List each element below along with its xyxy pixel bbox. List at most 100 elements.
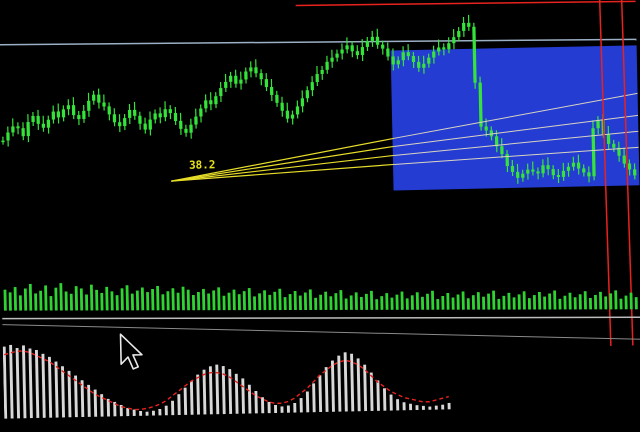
candle-body — [224, 82, 227, 88]
oscillator-bar — [428, 407, 431, 410]
volume-bar — [9, 292, 12, 310]
candle-body — [557, 175, 560, 177]
volume-bar — [396, 295, 399, 310]
volume-bar — [594, 295, 597, 309]
oscillator-bar — [133, 410, 136, 416]
candle-body — [87, 101, 90, 111]
candle-body — [219, 88, 222, 96]
volume-bar — [355, 292, 358, 310]
oscillator-bar — [48, 357, 52, 418]
candle-body — [128, 110, 131, 118]
oscillator-bar — [350, 354, 354, 412]
volume-bar — [385, 293, 388, 310]
volume-bar — [309, 289, 312, 310]
candle-body — [229, 76, 232, 82]
volume-bar — [497, 299, 500, 310]
candle-body — [47, 120, 50, 128]
oscillator-bar — [94, 390, 97, 417]
candle-body — [562, 171, 565, 177]
candle-body — [462, 23, 465, 31]
volume-bar — [543, 297, 546, 310]
volume-bar — [146, 292, 149, 310]
oscillator-bar — [337, 356, 341, 412]
candle-body — [194, 117, 197, 125]
candle-body — [330, 58, 333, 62]
volume-histogram — [3, 271, 637, 322]
volume-bar — [151, 289, 154, 310]
oscillator-bar — [3, 347, 7, 419]
volume-bar — [202, 289, 205, 310]
candle-body — [485, 126, 488, 130]
volume-bar — [121, 288, 124, 310]
volume-bar — [126, 285, 129, 310]
volume-bar — [518, 294, 521, 309]
oscillator-bar — [146, 412, 149, 416]
candle-body — [249, 67, 252, 71]
candle-body — [199, 108, 202, 116]
volume-bar — [171, 288, 174, 310]
oscillator-bar — [158, 409, 161, 415]
volume-bar — [29, 284, 32, 311]
volume-bar — [620, 299, 623, 310]
candle-body — [286, 111, 289, 119]
volume-bar — [436, 299, 439, 310]
volume-bar — [492, 291, 495, 310]
candle-body — [531, 169, 534, 171]
candle-body — [11, 126, 14, 132]
candle-body — [280, 103, 283, 111]
volume-bar — [197, 292, 200, 310]
oscillator-bar — [261, 397, 264, 413]
oscillator-bar — [171, 401, 174, 415]
candle-body — [587, 172, 590, 176]
oscillator-bar — [376, 380, 380, 410]
volume-bar — [95, 290, 98, 311]
candle-body — [209, 100, 212, 104]
volume-bar — [441, 296, 444, 310]
candle-body — [275, 95, 278, 103]
candle-body — [123, 118, 126, 126]
volume-bar — [314, 298, 317, 310]
volume-bar — [39, 291, 42, 311]
volume-bar — [523, 291, 526, 309]
volume-bar — [289, 294, 292, 310]
volume-bar — [507, 293, 510, 310]
volume-bar — [258, 293, 261, 310]
candle-body — [376, 37, 379, 45]
candle-body — [118, 122, 121, 126]
oscillator-bar — [152, 411, 155, 416]
volume-bar — [44, 285, 47, 310]
candle-body — [412, 56, 415, 62]
volume-bar — [345, 298, 348, 309]
volume-bar — [243, 291, 246, 310]
volume-bar — [467, 298, 470, 309]
candle-body — [623, 156, 626, 164]
candle-body — [102, 102, 105, 106]
candle-body — [189, 125, 192, 133]
volume-bar — [116, 295, 119, 310]
volume-bar — [569, 293, 572, 310]
candle-body — [301, 98, 304, 106]
volume-bar — [452, 297, 455, 309]
candle-body — [57, 111, 60, 117]
oscillator-bar — [325, 367, 329, 412]
oscillator-bar — [274, 405, 277, 413]
red-horizontal-line[interactable] — [296, 0, 636, 8]
oscillator-bar — [16, 348, 20, 418]
oscillator-bar — [318, 375, 322, 412]
volume-bar — [217, 287, 220, 310]
oscillator-bar — [222, 366, 226, 414]
volume-bar — [446, 293, 449, 310]
volume-bar — [90, 285, 93, 311]
oscillator-bar — [415, 405, 418, 410]
candle-body — [582, 168, 585, 172]
candle-body — [52, 112, 55, 120]
candle-body — [169, 109, 172, 113]
volume-bar — [65, 291, 68, 310]
candle-body — [407, 52, 410, 56]
volume-bar — [299, 296, 302, 310]
candle-body — [505, 154, 509, 166]
candle-body — [148, 120, 151, 130]
oscillator-bar — [35, 350, 39, 418]
oscillator-bar — [184, 388, 187, 415]
candle-body — [596, 120, 599, 128]
